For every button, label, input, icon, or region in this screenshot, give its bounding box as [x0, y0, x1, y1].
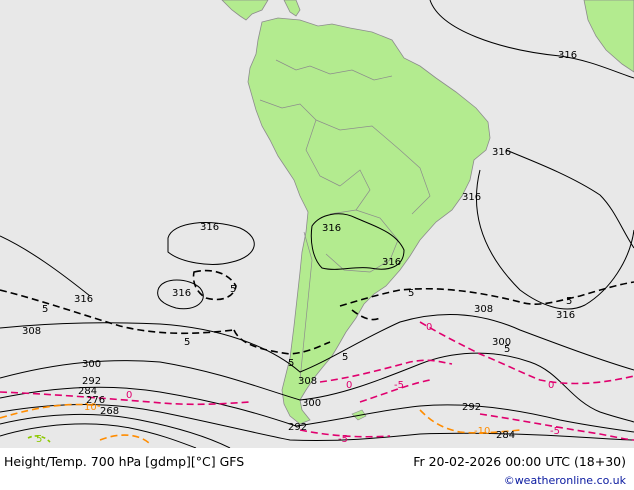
- contour-316-arg: [310, 213, 405, 270]
- temp-label-neg5-south: -5: [338, 434, 348, 445]
- valid-time: Fr 20-02-2026 00:00 UTC (18+30): [413, 454, 626, 469]
- temp-5-contour: [0, 269, 634, 355]
- contour-316-top: [429, 0, 634, 79]
- label-316-brazil: 316: [492, 147, 511, 158]
- label-308-east: 308: [474, 304, 493, 315]
- contour-316-atlantic: [505, 149, 634, 249]
- label-292-east: 292: [462, 402, 481, 413]
- contour-316-small: [157, 279, 204, 310]
- temp-label-5-chile: 5: [288, 358, 294, 369]
- height-labels: 316 316 316 316 316 316 316 316 316 308 …: [22, 50, 577, 441]
- label-284-east: 284: [496, 430, 515, 441]
- height-contours: [0, 0, 634, 448]
- contour-276: [0, 413, 231, 448]
- temp-label-5-west: 5: [42, 304, 48, 315]
- label-292-west: 292: [82, 376, 101, 387]
- contour-268: [0, 423, 197, 448]
- temp-label-5-pac2: 5: [184, 337, 190, 348]
- label-292-center: 292: [288, 422, 307, 433]
- temp-neg-contours: [0, 321, 634, 441]
- temp-label-0-atl: 0: [426, 322, 432, 333]
- label-316-south-am: 316: [322, 223, 341, 234]
- label-308-chile: 308: [298, 376, 317, 387]
- temp-warm-contours: [0, 403, 521, 445]
- temp-label-5-arg: 5: [408, 288, 414, 299]
- temp-label-0-west: 0: [126, 390, 132, 401]
- label-300-east: 300: [492, 337, 511, 348]
- label-268: 268: [100, 406, 119, 417]
- label-316-east: 316: [462, 192, 481, 203]
- map-title: Height/Temp. 700 hPa [gdmp][°C] GFS: [4, 454, 245, 469]
- temp-label-5-atl: 5: [342, 352, 348, 363]
- contour-316-east: [475, 169, 634, 310]
- temp-label-10-west: 10: [84, 402, 97, 413]
- temp-label-5-atl3: 5: [566, 296, 572, 307]
- country-borders: [259, 59, 431, 381]
- label-276: 276: [86, 395, 105, 406]
- temp-label-0-east: 0: [548, 380, 554, 391]
- contour-316-west: [0, 235, 91, 297]
- south-america-land: [247, 17, 491, 425]
- label-316-atlantic: 316: [556, 310, 575, 321]
- map-footer: Height/Temp. 700 hPa [gdmp][°C] GFS Fr 2…: [0, 448, 634, 490]
- temp-label-neg5-east: -5: [550, 426, 560, 437]
- temp-label-5-atl2: 5: [504, 344, 510, 355]
- label-284-west: 284: [78, 386, 97, 397]
- contour-284: [0, 404, 634, 442]
- label-308-west: 308: [22, 326, 41, 337]
- label-316-argentina: 316: [382, 257, 401, 268]
- africa-land: [583, 0, 634, 73]
- contour-300: [0, 352, 634, 423]
- temp-label-neg10-east: -10: [474, 426, 490, 437]
- contour-316-pacific: [167, 222, 255, 265]
- temp-label-neg5-center: -5: [394, 380, 404, 391]
- label-316-pacific2: 316: [172, 288, 191, 299]
- central-america-land: [221, 0, 269, 21]
- contour-292: [0, 386, 634, 433]
- contour-308: [0, 313, 634, 373]
- temp-green-contour: [27, 435, 51, 443]
- label-300-west: 300: [82, 359, 101, 370]
- label-316-pacific: 316: [200, 222, 219, 233]
- label-316-top: 316: [558, 50, 577, 61]
- temp-label-0-center: 0: [346, 380, 352, 391]
- label-316-west: 316: [74, 294, 93, 305]
- caribbean-land: [283, 0, 301, 17]
- temp-labels: 5 5 5 5 5 5 5 5 0 0 0 0 -5 -5 -5 -10 10 …: [36, 284, 572, 445]
- credit-link[interactable]: ©weatheronline.co.uk: [503, 474, 626, 487]
- temp-label-5-pac: 5: [230, 284, 236, 295]
- label-300-center: 300: [302, 398, 321, 409]
- temp-label-5-sw: 5: [36, 434, 42, 445]
